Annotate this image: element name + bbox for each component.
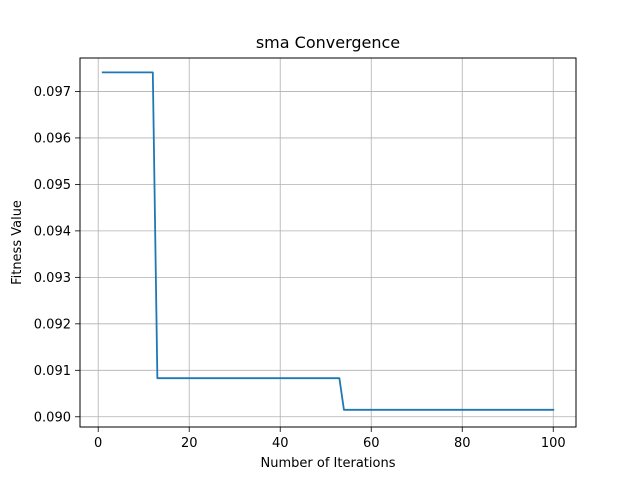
axis-ticks: 0 20 40 60 80 100 0.090 0.091 0.092 0.093 0.094 0.0…	[34, 85, 566, 451]
x-tick-label: 100	[541, 436, 566, 451]
x-axis-label: Number of Iterations	[261, 456, 396, 471]
series-layer	[101, 71, 555, 411]
y-tick-label: 0.094	[34, 224, 71, 239]
y-tick-label: 0.092	[34, 317, 71, 332]
chart-title: sma Convergence	[256, 33, 400, 52]
y-tick-label: 0.096	[34, 131, 71, 146]
series-line	[101, 71, 555, 411]
x-tick-label: 40	[272, 436, 289, 451]
x-tick-label: 0	[94, 436, 102, 451]
plot-frame	[79, 57, 577, 428]
grid-lines	[80, 58, 576, 427]
x-tick-label: 20	[181, 436, 198, 451]
y-tick-label: 0.095	[34, 178, 71, 193]
y-axis-label: Fitness Value	[10, 200, 25, 285]
x-tick-label: 80	[454, 436, 471, 451]
y-tick-label: 0.093	[34, 271, 71, 286]
x-tick-label: 60	[363, 436, 380, 451]
y-tick-label: 0.097	[34, 85, 71, 100]
y-tick-label: 0.090	[34, 410, 71, 425]
y-tick-label: 0.091	[34, 364, 71, 379]
